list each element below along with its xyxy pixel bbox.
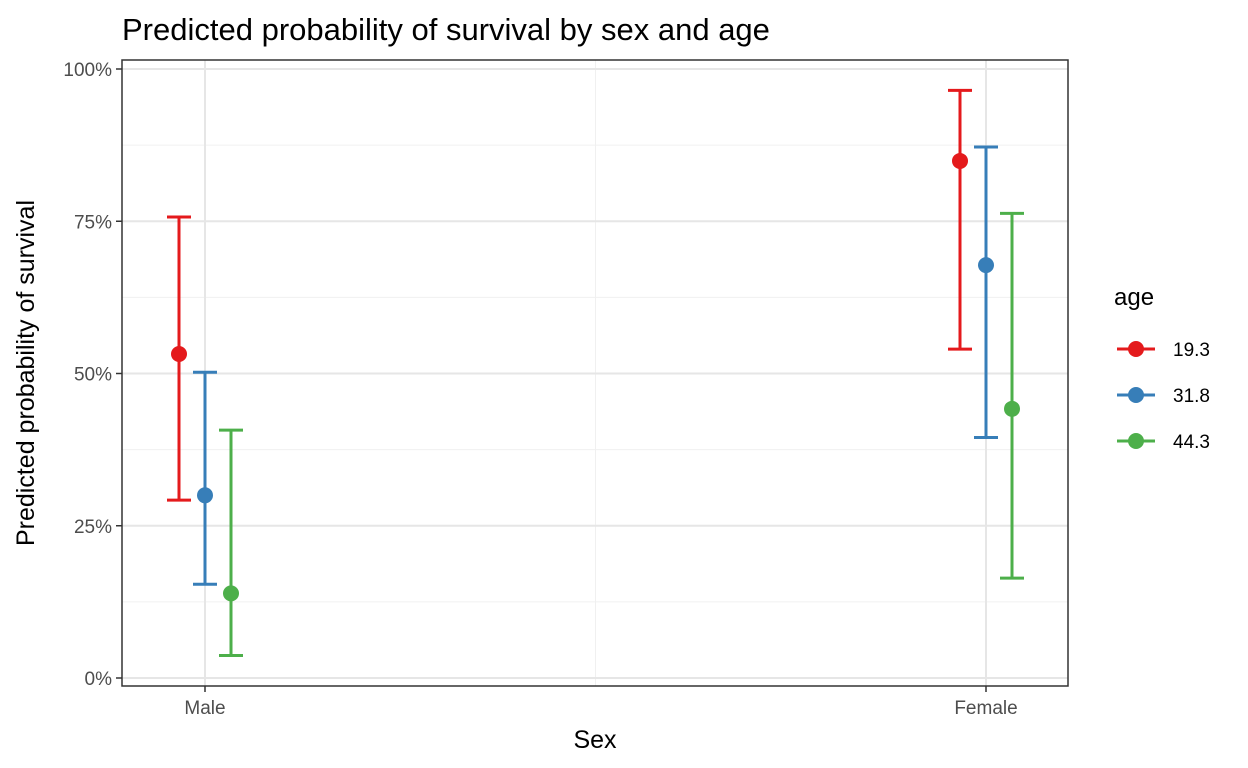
data-point — [1004, 400, 1020, 417]
y-tick-label: 75% — [74, 212, 112, 233]
chart-title: Predicted probability of survival by sex… — [122, 12, 770, 47]
y-tick-label: 50% — [74, 365, 112, 386]
data-point — [171, 346, 187, 363]
y-tick-label: 0% — [85, 669, 113, 690]
y-tick-label: 25% — [74, 517, 112, 538]
y-axis-title: Predicted probability of survival — [12, 200, 40, 546]
x-axis: Male Female — [184, 686, 1018, 719]
legend-key-point — [1128, 341, 1144, 357]
legend-key-point — [1128, 433, 1144, 449]
data-marks — [121, 59, 1069, 687]
x-tick-label: Female — [954, 698, 1017, 719]
legend-item: 19.3 — [1117, 340, 1210, 361]
series-44.3 — [219, 211, 1024, 657]
series-19.3 — [167, 88, 972, 502]
data-point — [197, 487, 213, 504]
legend-item: 44.3 — [1117, 432, 1210, 453]
legend-key-point — [1128, 387, 1144, 403]
legend-item: 31.8 — [1117, 386, 1210, 407]
y-axis: 0% 25% 50% 75% 100% — [63, 60, 122, 690]
legend-label: 31.8 — [1173, 386, 1210, 407]
data-point — [978, 257, 994, 274]
y-tick-label: 100% — [63, 60, 112, 81]
x-axis-title: Sex — [573, 726, 617, 754]
data-point — [223, 585, 239, 602]
panel-border — [121, 59, 1069, 687]
data-point — [952, 152, 968, 169]
legend: age 19.3 31.8 44.3 — [1114, 284, 1210, 453]
series-31.8 — [193, 145, 998, 586]
legend-title: age — [1114, 284, 1154, 311]
legend-label: 44.3 — [1173, 432, 1210, 453]
x-tick-label: Male — [184, 698, 225, 719]
legend-label: 19.3 — [1173, 340, 1210, 361]
